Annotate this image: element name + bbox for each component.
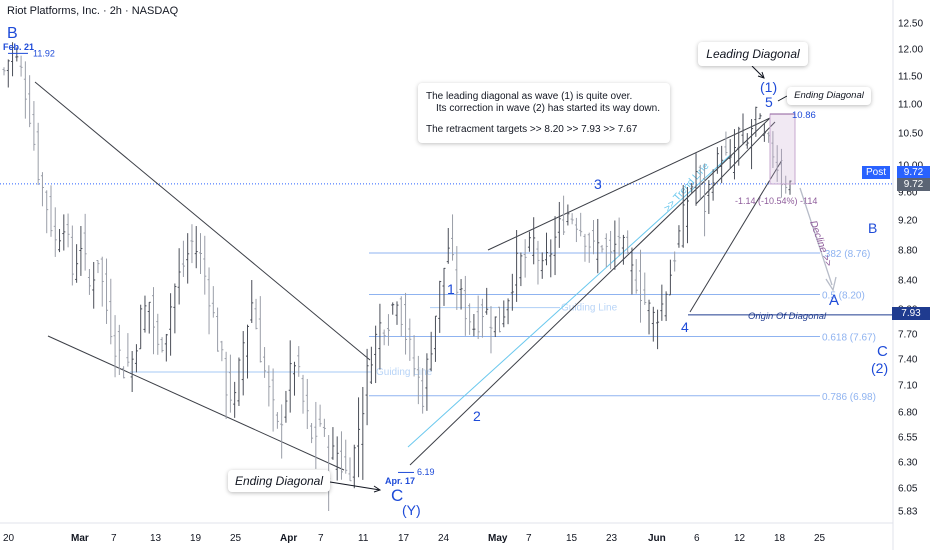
time-tick-label: 25 [814, 533, 826, 544]
price-tick-label: 12.00 [898, 45, 923, 56]
fib-level-label: 0.786 (6.98) [822, 392, 876, 403]
wave-label-w4: 4 [681, 319, 689, 335]
ending-diagonal-top-callout: Ending Diagonal [787, 87, 871, 105]
change-label: -1.14 (-10.54%) -114 [735, 196, 817, 206]
wave-label-B_left: B [7, 25, 18, 42]
ending-lower-line [689, 159, 783, 313]
time-tick-label: Apr [280, 533, 297, 544]
time-tick-label: 19 [190, 533, 202, 544]
post-price-label: 9.72 [897, 166, 930, 179]
time-tick-label: 23 [606, 533, 618, 544]
price-tick-label: 8.80 [898, 246, 918, 257]
price-tick-label: 11.00 [898, 100, 923, 111]
trend-line [407, 155, 731, 448]
time-tick-label: Jun [648, 533, 666, 544]
fib-level-label: .382 (8.76) [822, 249, 870, 260]
time-tick-label: 11 [358, 533, 369, 544]
time-tick-label: 20 [3, 533, 15, 544]
note-line-1: The leading diagonal as wave (1) is quit… [426, 91, 633, 102]
wave-label-A: A [829, 292, 839, 309]
price-tick-label: 7.10 [898, 381, 918, 392]
time-tick-label: 17 [398, 533, 410, 544]
time-tick-label: 13 [150, 533, 162, 544]
high-value-label: 11.92 [33, 48, 55, 58]
leading-upper-line [487, 117, 771, 251]
note-line-2: Its correction in wave (2) has started i… [436, 103, 660, 114]
origin-level-label: 7.93 [892, 307, 930, 320]
diagonal-upper-left [34, 81, 371, 361]
ending-top-pointer-line [777, 95, 788, 102]
price-tick-label: 11.50 [898, 72, 923, 83]
wave-label-w5: 5 [765, 94, 773, 110]
last-price-label: 9.72 [897, 178, 930, 191]
decline-label: Decline >> [807, 219, 834, 268]
leading-pointer-head [757, 71, 765, 79]
ending-diagonal-bottom-callout: Ending Diagonal [228, 470, 330, 492]
time-tick-label: 7 [111, 533, 117, 544]
wave-label-C_right: C [877, 343, 888, 360]
guiding-line-2-label: Guiding Line [561, 303, 618, 314]
low-date-label: Apr. 17 [385, 476, 415, 486]
price-tick-label: 6.80 [898, 408, 918, 419]
top-value-label: 10.86 [792, 110, 816, 121]
origin-level-text: Origin Of Diagonal [748, 311, 827, 322]
ending-bottom-pointer-line [329, 481, 381, 491]
time-tick-label: 7 [318, 533, 324, 544]
low-value-label: 6.19 [417, 467, 435, 477]
time-tick-label: 24 [438, 533, 450, 544]
guiding-line-1-label: Guiding Line [376, 367, 433, 378]
fib-level-label: 0.5 (8.20) [822, 291, 865, 302]
diagonal-lower-left [47, 335, 345, 471]
price-tick-label: 8.40 [898, 276, 918, 287]
chart-title: Riot Platforms, Inc. · 2h · NASDAQ [7, 5, 179, 17]
fib-level-label: 0.618 (7.67) [822, 333, 876, 344]
time-tick-label: 7 [526, 533, 532, 544]
leading-lower-line [409, 117, 771, 466]
wave-label-Y: (Y) [402, 502, 421, 518]
wave-label-w2: 2 [473, 408, 481, 424]
price-tick-label: 6.55 [898, 433, 918, 444]
post-label: Post [862, 166, 891, 179]
wave-label-C: C [391, 486, 403, 505]
leading-pointer-line [751, 65, 765, 79]
price-tick-label: 7.70 [898, 330, 918, 341]
note-line-3: The retracment targets >> 8.20 >> 7.93 >… [426, 124, 638, 135]
price-tick-label: 9.60 [898, 188, 918, 199]
time-tick-label: 15 [566, 533, 578, 544]
high-date-label: Feb. 21 [3, 42, 34, 52]
price-tick-label: 10.50 [898, 129, 923, 140]
decline-arrow-line [799, 187, 833, 286]
time-tick-label: 12 [734, 533, 746, 544]
wave-label-wave_1_paren: (1) [760, 79, 777, 95]
price-tick-label: 12.50 [898, 19, 923, 30]
ending-bottom-pointer-head [373, 485, 382, 493]
time-tick-label: May [488, 533, 508, 544]
price-tick-label: 5.83 [898, 507, 918, 518]
price-tick-label: 6.30 [898, 458, 918, 469]
price-tick-label: 7.40 [898, 355, 918, 366]
price-tick-label: 6.05 [898, 484, 918, 495]
time-tick-label: 18 [774, 533, 786, 544]
wave-label-w1: 1 [447, 281, 455, 297]
wave-label-wave_2_paren: (2) [871, 360, 888, 376]
time-tick-label: 6 [694, 533, 700, 544]
leading-diagonal-callout: Leading Diagonal [698, 42, 808, 66]
time-tick-label: 25 [230, 533, 242, 544]
range-box [769, 113, 796, 185]
price-tick-label: 9.20 [898, 216, 918, 227]
wave-label-B_right: B [868, 220, 877, 236]
time-tick-label: Mar [71, 533, 89, 544]
wave-label-w3: 3 [594, 176, 602, 192]
analysis-note: The leading diagonal as wave (1) is quit… [418, 83, 670, 143]
decline-arrow-head [825, 276, 837, 292]
